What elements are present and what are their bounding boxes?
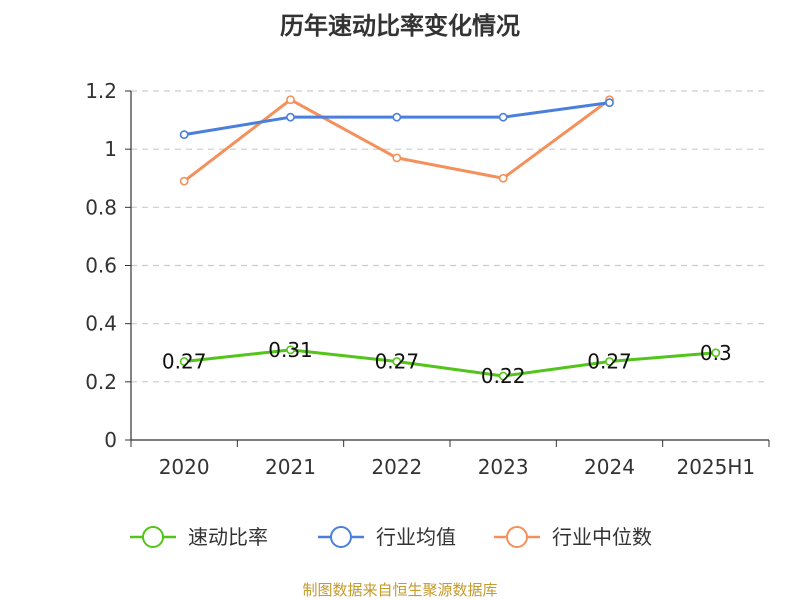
data-label: 0.27 bbox=[162, 349, 207, 373]
chart-title: 历年速动比率变化情况 bbox=[280, 12, 520, 40]
data-label: 0.27 bbox=[587, 349, 632, 373]
legend-label: 速动比率 bbox=[188, 525, 268, 549]
x-tick-label: 2024 bbox=[584, 455, 635, 479]
data-point[interactable] bbox=[286, 345, 295, 355]
x-tick-label: 2022 bbox=[371, 455, 422, 479]
data-point[interactable] bbox=[286, 95, 295, 105]
legend-item-1[interactable]: 行业均值 bbox=[318, 525, 456, 549]
data-point[interactable] bbox=[498, 371, 508, 381]
legend-marker bbox=[506, 526, 528, 548]
data-point[interactable] bbox=[179, 357, 189, 366]
x-tick-label: 2020 bbox=[159, 455, 210, 479]
y-tick-label: 0.4 bbox=[85, 312, 117, 336]
legend-marker bbox=[142, 526, 164, 548]
data-point[interactable] bbox=[605, 357, 614, 366]
legend-label: 行业中位数 bbox=[552, 525, 652, 549]
y-tick-label: 1 bbox=[104, 137, 117, 161]
data-point[interactable] bbox=[392, 153, 402, 163]
data-point[interactable] bbox=[711, 348, 721, 358]
axes: 0 0.2 0.4 0.6 0.8 1 1.2 2020 2021 2022 2023 2024 202… bbox=[85, 79, 770, 479]
y-tick-label: 1.2 bbox=[85, 79, 117, 103]
gridlines bbox=[131, 90, 769, 383]
y-tick-label: 0 bbox=[104, 428, 117, 452]
x-tick-label: 2021 bbox=[265, 455, 316, 479]
data-point[interactable] bbox=[392, 112, 402, 122]
legend-label: 行业均值 bbox=[376, 525, 456, 549]
data-label: 0.31 bbox=[268, 338, 313, 362]
legend-item-2[interactable]: 行业中位数 bbox=[494, 525, 652, 549]
x-tick-label: 2023 bbox=[478, 455, 529, 479]
data-point[interactable] bbox=[605, 98, 614, 108]
data-point[interactable] bbox=[179, 176, 189, 186]
data-labels: 0.27 0.31 0.27 0.22 0.27 0.3 bbox=[162, 338, 732, 388]
series-group bbox=[179, 95, 721, 381]
y-tick-label: 0.6 bbox=[85, 254, 117, 278]
y-tick-label: 0.2 bbox=[85, 370, 117, 394]
data-point[interactable] bbox=[392, 357, 402, 366]
data-point[interactable] bbox=[498, 112, 508, 122]
data-label: 0.22 bbox=[481, 364, 526, 388]
legend[interactable]: 速动比率 行业均值 行业中位数 bbox=[130, 525, 652, 549]
legend-marker bbox=[330, 526, 352, 548]
data-label: 0.27 bbox=[375, 349, 420, 373]
data-point[interactable] bbox=[498, 173, 508, 183]
data-point[interactable] bbox=[286, 112, 295, 122]
source-note: 制图数据来自恒生聚源数据库 bbox=[302, 581, 497, 599]
data-label: 0.3 bbox=[700, 341, 732, 365]
series-line-0 bbox=[182, 348, 718, 378]
x-tick-label: 2025H1 bbox=[676, 455, 755, 479]
data-point[interactable] bbox=[179, 130, 189, 140]
y-tick-label: 0.8 bbox=[85, 195, 117, 219]
legend-item-0[interactable]: 速动比率 bbox=[130, 525, 268, 549]
